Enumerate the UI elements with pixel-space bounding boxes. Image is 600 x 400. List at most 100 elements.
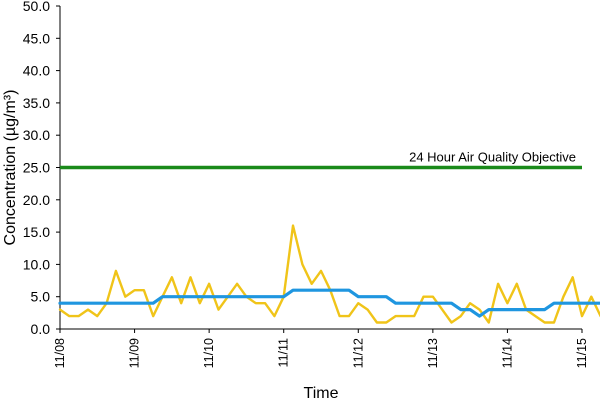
data-point (87, 308, 89, 311)
x-tick-label: 11/13 (426, 338, 440, 368)
data-point (77, 302, 80, 305)
data-point (348, 289, 350, 292)
series-line-hourly (58, 224, 600, 324)
data-point (478, 308, 481, 311)
data-point (553, 302, 555, 305)
data-point (376, 295, 378, 298)
y-tick-label: 10.0 (23, 256, 50, 272)
data-point (543, 321, 546, 324)
objective-label: 24 Hour Air Quality Objective (409, 150, 576, 165)
data-point (208, 283, 210, 285)
y-tick-label: 5.0 (31, 289, 51, 305)
data-point (124, 302, 127, 305)
data-point (357, 302, 360, 305)
data-point (68, 315, 71, 317)
data-point (590, 302, 593, 305)
data-point (562, 295, 565, 298)
data-point (59, 308, 61, 311)
data-point (385, 321, 388, 324)
data-point (422, 302, 425, 305)
data-point (310, 283, 313, 285)
data-point (320, 270, 322, 272)
data-point (115, 302, 117, 305)
y-tick-label: 35.0 (23, 95, 50, 111)
data-point (571, 302, 574, 305)
data-point (525, 308, 527, 311)
data-point (450, 321, 453, 324)
x-tick-label: 11/09 (128, 338, 142, 368)
data-point (348, 315, 350, 317)
data-point (366, 295, 369, 298)
data-point (77, 315, 80, 317)
data-point (143, 302, 145, 305)
data-point (488, 321, 490, 324)
data-point (497, 308, 499, 311)
y-tick-label: 15.0 (23, 224, 50, 240)
data-point (96, 302, 99, 305)
data-point (292, 224, 294, 227)
data-point (264, 302, 266, 305)
data-point (236, 283, 238, 285)
y-tick-label: 45.0 (23, 30, 50, 46)
data-point (59, 302, 61, 305)
y-tick-label: 0.0 (31, 321, 51, 337)
series-points-hourly (59, 224, 600, 324)
data-point (329, 289, 332, 292)
data-point (171, 276, 173, 279)
data-point (124, 295, 127, 298)
data-point (338, 289, 341, 292)
data-point (227, 295, 229, 298)
data-point (394, 302, 397, 305)
y-tick-label: 25.0 (23, 160, 50, 176)
data-point (506, 308, 509, 311)
data-point (404, 315, 406, 317)
data-point (282, 295, 285, 298)
data-point (96, 315, 99, 317)
data-point (553, 321, 555, 324)
data-point (581, 302, 583, 305)
data-point (217, 295, 220, 298)
y-tick-label: 30.0 (23, 127, 50, 143)
data-point (68, 302, 71, 305)
data-point (516, 308, 518, 311)
y-tick-label: 40.0 (23, 63, 50, 79)
x-tick-label: 11/14 (500, 338, 514, 368)
data-point (245, 295, 248, 298)
data-point (301, 289, 304, 292)
y-axis-title: Concentration (µg/m³) (2, 90, 19, 246)
data-point (152, 315, 154, 317)
data-point (506, 302, 509, 305)
data-point (115, 270, 117, 272)
data-point (385, 295, 388, 298)
data-point (432, 302, 434, 305)
data-point (376, 321, 378, 324)
data-point (413, 302, 416, 305)
data-point (199, 302, 201, 305)
data-point (450, 302, 453, 305)
data-point (497, 283, 499, 285)
data-point (320, 289, 322, 292)
data-point (590, 295, 593, 298)
data-point (581, 315, 583, 317)
data-point (161, 295, 164, 298)
data-point (273, 295, 276, 298)
data-point (199, 295, 201, 298)
data-point (478, 315, 481, 317)
data-point (133, 289, 136, 292)
y-tick-label: 50.0 (23, 0, 50, 14)
data-point (441, 308, 444, 311)
data-point (217, 308, 220, 311)
data-point (357, 295, 360, 298)
data-point (208, 295, 210, 298)
data-point (366, 308, 369, 311)
x-tick-label: 11/10 (202, 338, 216, 368)
data-point (488, 308, 490, 311)
data-point (469, 308, 471, 311)
data-point (460, 308, 462, 311)
data-point (516, 283, 518, 285)
data-point (87, 302, 89, 305)
data-point (255, 302, 257, 305)
plot-area: 0.0 5.0 10.0 15.0 20.0 25.0 30.0 35.0 40.0 45.0 50… (23, 0, 600, 368)
data-point (422, 295, 425, 298)
